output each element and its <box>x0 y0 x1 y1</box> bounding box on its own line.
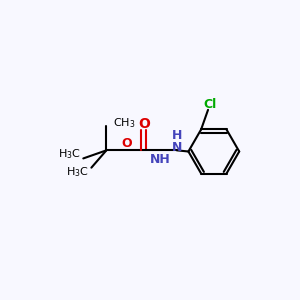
Text: O: O <box>139 117 150 131</box>
Text: H$_3$C: H$_3$C <box>58 147 81 161</box>
Text: Cl: Cl <box>203 98 217 111</box>
Text: O: O <box>122 137 133 150</box>
Text: H$_3$C: H$_3$C <box>66 165 89 179</box>
Text: NH: NH <box>150 153 171 166</box>
Text: H
N: H N <box>172 129 182 154</box>
Text: CH$_3$: CH$_3$ <box>113 116 136 130</box>
